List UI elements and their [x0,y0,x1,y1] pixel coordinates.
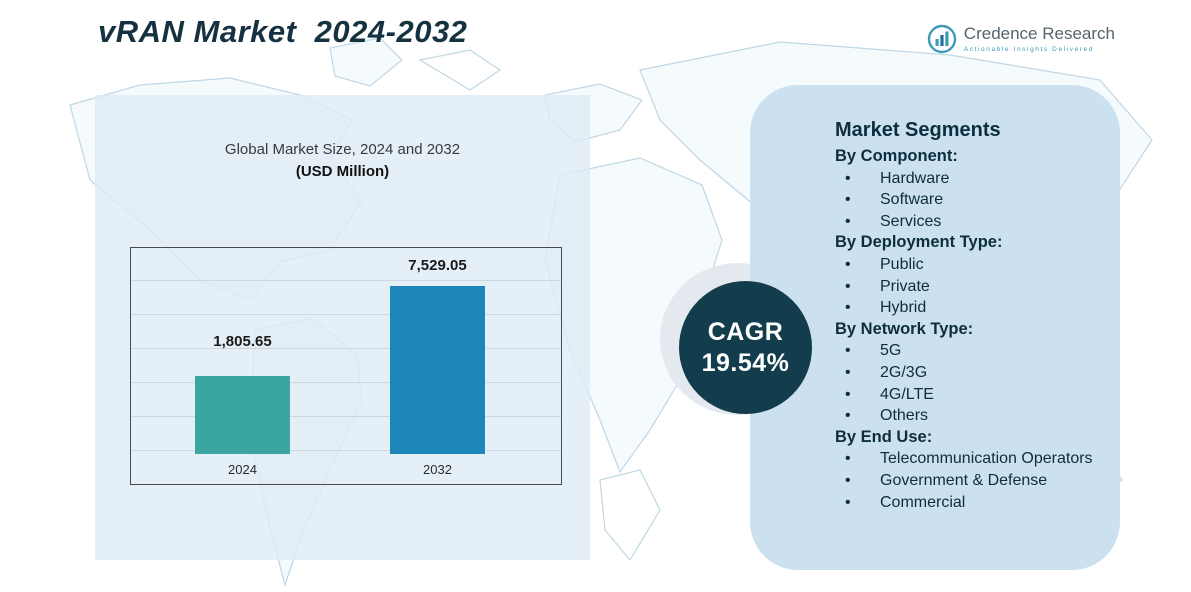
bar-category-label: 2024 [228,462,257,477]
segment-item: • Private [835,276,1094,298]
segments-title: Market Segments [835,119,1001,141]
segments-groups: By Component: • Hardware • Software • Services… [835,146,1094,513]
bullet-icon: • [845,493,851,511]
segment-item: • Government & Defense [835,470,1094,492]
bar [390,286,485,454]
segment-item: • 2G/3G [835,362,1094,384]
bullet-icon: • [845,385,851,403]
segment-item-label: 4G/LTE [880,385,934,403]
bullet-icon: • [845,363,851,381]
bullet-icon: • [845,299,851,317]
segment-item-label: Services [880,212,942,230]
segment-item: • Commercial [835,492,1094,514]
segment-group-heading: By End Use: [835,427,933,446]
chart-subtitle: (USD Million) [295,163,390,180]
bar [195,376,290,454]
segment-item: • Hardware [835,168,1094,190]
brand-name: Credence Research [963,24,1115,43]
segment-item-label: Telecommunication Operators [880,450,1093,468]
segment-item: • Telecommunication Operators [835,448,1094,470]
segment-item: • 5G [835,340,1094,362]
segment-group-heading: By Network Type: [835,319,974,338]
bar-value-label: 7,529.05 [408,257,467,274]
cagr-label: CAGR [707,317,784,346]
segment-item: • Public [835,254,1094,276]
bullet-icon: • [845,191,851,209]
segment-item: • Others [835,405,1094,427]
segment-item-label: Public [880,255,924,273]
bullet-icon: • [845,471,851,489]
bullet-icon: • [845,342,851,360]
bullet-icon: • [845,169,851,187]
credence-research-logo-icon [927,24,957,59]
segment-item-label: Government & Defense [880,471,1048,489]
segment-group-heading: By Deployment Type: [835,233,1003,252]
segment-item-label: Software [880,191,944,209]
segment-item-label: Hardware [880,169,950,187]
bar-group: 7,529.05 2032 [390,248,485,484]
cagr-value: 19.54% [701,348,790,377]
bar-category-label: 2032 [423,462,452,477]
segment-group-heading: By Component: [835,147,958,165]
brand-tagline: Actionable Insights Delivered [963,46,1095,53]
segment-item-label: Commercial [880,493,966,511]
bullet-icon: • [845,407,851,425]
chart-panel: Global Market Size, 2024 and 2032 (USD M… [95,95,590,560]
bullet-icon: • [845,277,851,295]
bullet-icon: • [845,212,851,230]
cagr-badge: CAGR 19.54% [679,281,812,414]
page-title: vRAN Market 2024-2032 [98,14,468,49]
bar-value-label: 1,805.65 [213,333,272,350]
bar-group: 1,805.65 2024 [195,248,290,484]
segment-item-label: Others [880,407,929,425]
segment-item-label: 2G/3G [880,363,928,381]
segment-item: • 4G/LTE [835,384,1094,406]
segment-item-label: Hybrid [880,299,927,317]
bullet-icon: • [845,450,851,468]
segment-item: • Hybrid [835,297,1094,319]
chart-plot: 1,805.65 2024 7,529.05 2032 [130,247,562,485]
segment-item: • Software [835,189,1094,211]
brand-logo: Credence Research Actionable Insights De… [927,24,1115,59]
chart-title: Global Market Size, 2024 and 2032 [224,141,461,158]
bullet-icon: • [845,255,851,273]
segment-item-label: Private [880,277,930,295]
segment-item: • Services [835,211,1094,233]
brand-text: Credence Research Actionable Insights De… [964,24,1115,53]
market-segments-panel: Market Segments By Component: • Hardware • S… [750,85,1120,570]
segment-item-label: 5G [880,342,902,360]
